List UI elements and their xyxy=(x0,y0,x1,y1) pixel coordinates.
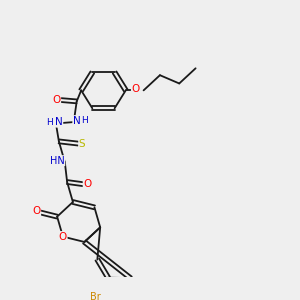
Text: N: N xyxy=(73,116,81,126)
Text: O: O xyxy=(83,179,92,189)
Text: Br: Br xyxy=(90,292,101,300)
Text: HN: HN xyxy=(50,156,65,166)
Text: O: O xyxy=(59,232,67,242)
Text: N: N xyxy=(55,117,63,127)
Text: O: O xyxy=(32,206,40,217)
Text: O: O xyxy=(131,84,140,94)
Text: H: H xyxy=(46,118,53,127)
Text: H: H xyxy=(81,116,88,125)
Text: O: O xyxy=(52,95,61,105)
Text: S: S xyxy=(79,139,86,148)
